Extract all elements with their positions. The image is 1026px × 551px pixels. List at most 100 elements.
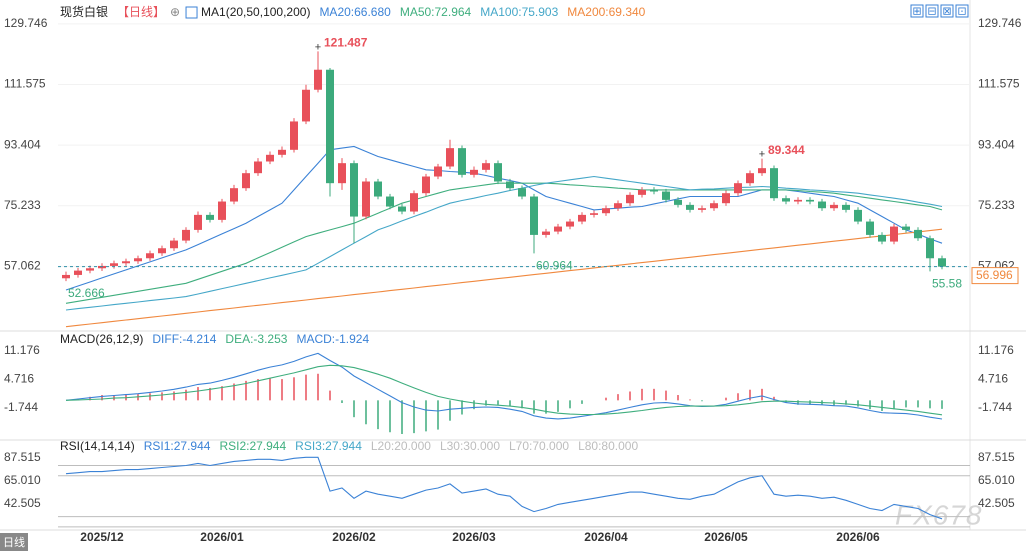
candle-body <box>170 240 178 249</box>
candle-body <box>758 168 766 174</box>
candle-body <box>62 274 70 279</box>
ma-line <box>65 145 943 291</box>
candle-body <box>866 221 874 235</box>
candle-body <box>506 181 514 189</box>
y-tick-label-right: 11.176 <box>978 343 1014 357</box>
candle-body <box>218 201 226 220</box>
y-tick-label-right: 65.010 <box>978 473 1015 487</box>
candle-body <box>326 69 334 184</box>
candle-body <box>854 209 862 222</box>
high-label: 121.487 <box>324 36 368 50</box>
legend-item: MACD(26,12,9) <box>60 332 143 346</box>
y-tick-label-left: 4.716 <box>4 372 34 386</box>
toolbar-icon[interactable]: ⊟ <box>927 5 936 17</box>
ma-line <box>65 175 943 311</box>
candle-body <box>410 193 418 212</box>
x-tick-label: 2026/06 <box>836 530 880 544</box>
candle-body <box>350 163 358 217</box>
ma-line <box>65 228 943 328</box>
low-label: 55.58 <box>932 277 962 291</box>
toolbar-icon[interactable]: ⊞ <box>912 5 921 17</box>
legend-item: MA200:69.340 <box>567 5 645 19</box>
candle-body <box>134 258 142 262</box>
y-tick-label-left: 87.515 <box>4 450 41 464</box>
toolbar-button[interactable] <box>955 4 969 18</box>
candle-body <box>206 214 214 220</box>
y-tick-label-left: 93.404 <box>4 137 41 151</box>
toolbar-icon[interactable]: ⊠ <box>942 5 951 17</box>
y-tick-label-right: 75.233 <box>978 198 1015 212</box>
legend-item: RSI1:27.944 <box>144 439 211 453</box>
candle-body <box>782 198 790 202</box>
period-badge-bg <box>0 533 28 551</box>
x-tick-label: 2026/03 <box>452 530 496 544</box>
candle-body <box>386 196 394 207</box>
candle-body <box>86 268 94 271</box>
period-badge: 日线 <box>3 535 25 549</box>
toolbar-button[interactable] <box>940 4 954 18</box>
y-tick-label-right: 42.505 <box>978 496 1015 510</box>
high-marker: + <box>759 149 765 161</box>
candle-body <box>566 221 574 227</box>
candle-body <box>638 189 646 195</box>
candle-body <box>446 148 454 167</box>
candle-body <box>302 89 310 122</box>
y-tick-label-left: 11.176 <box>4 343 40 357</box>
candle-body <box>290 121 298 150</box>
legend-item: L70:70.000 <box>509 439 569 453</box>
candle-body <box>818 201 826 209</box>
y-tick-label-right: 129.746 <box>978 16 1022 30</box>
x-tick-label: 2025/12 <box>80 530 124 544</box>
rsi-line <box>65 456 943 520</box>
candle-body <box>422 176 430 194</box>
candle-body <box>806 199 814 202</box>
low-label: 60.964 <box>536 259 573 273</box>
candle-body <box>590 213 598 215</box>
candle-body <box>650 189 658 192</box>
y-tick-label-right: -1.744 <box>978 400 1012 414</box>
candle-body <box>530 196 538 235</box>
candle-body <box>494 163 502 182</box>
toolbar-icon[interactable]: ⊡ <box>957 5 966 17</box>
candle-body <box>938 258 946 267</box>
y-tick-label-left: 111.575 <box>4 77 46 91</box>
low-label: 52.666 <box>68 286 105 300</box>
candle-body <box>674 199 682 205</box>
price-tag-bg <box>971 267 1019 285</box>
candle-body <box>626 194 634 204</box>
y-tick-label-right: 4.716 <box>978 372 1008 386</box>
candle-body <box>194 214 202 230</box>
toolbar-button[interactable] <box>925 4 939 18</box>
toolbar-button[interactable] <box>910 4 924 18</box>
candle-body <box>434 166 442 177</box>
y-tick-label-left: 75.233 <box>4 198 41 212</box>
candle-body <box>374 181 382 197</box>
candle-body <box>278 149 286 155</box>
x-tick-label: 2026/04 <box>584 530 628 544</box>
legend-item: DIFF:-4.214 <box>152 332 216 346</box>
candle-body <box>662 191 670 200</box>
y-tick-label-left: 65.010 <box>4 473 41 487</box>
candle-body <box>914 229 922 239</box>
legend-item: DEA:-3.253 <box>225 332 287 346</box>
y-tick-label-right: 87.515 <box>978 450 1015 464</box>
settings-icon[interactable]: ⊕ <box>170 5 180 19</box>
candle-body <box>926 238 934 259</box>
candle-body <box>518 188 526 197</box>
candle-body <box>122 261 130 264</box>
macd-line <box>65 364 943 416</box>
candle-body <box>230 188 238 202</box>
macd-line <box>65 352 943 420</box>
legend-item: MA20:66.680 <box>319 5 391 19</box>
candle-body <box>830 204 838 209</box>
candle-body <box>146 253 154 259</box>
candle-body <box>770 168 778 199</box>
legend-item: L30:30.000 <box>440 439 500 453</box>
high-marker: + <box>315 41 321 53</box>
candle-body <box>698 208 706 210</box>
candle-body <box>338 163 346 184</box>
y-tick-label-left: 42.505 <box>4 496 41 510</box>
candle-body <box>902 226 910 230</box>
y-tick-label-left: 57.062 <box>4 259 41 273</box>
legend-item: 【日线】 <box>117 5 165 19</box>
